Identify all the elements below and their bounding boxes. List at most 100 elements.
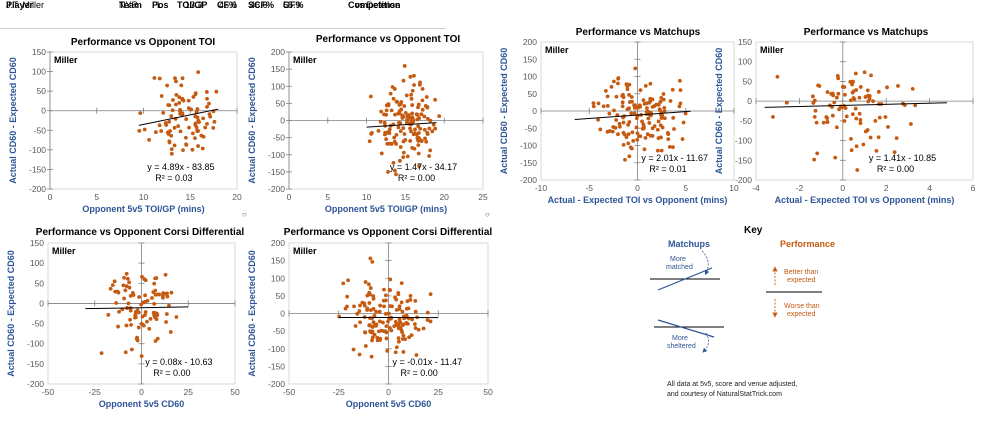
data-point [416,105,420,110]
data-point [106,312,111,317]
data-point [196,70,201,75]
data-point [413,309,418,314]
y-tick-label: 100 [523,72,537,82]
data-point [418,80,422,85]
data-point [379,151,384,156]
trend-equation: y = 1.41x - 10.85 [869,153,936,163]
data-point [622,132,627,137]
data-point [120,307,125,312]
data-point [207,101,211,106]
data-point [366,282,371,287]
data-point [622,114,627,119]
data-point [164,123,169,127]
data-point [638,88,643,93]
data-point [384,103,389,108]
data-point [387,288,392,292]
data-point [853,106,858,111]
data-point [616,132,620,137]
x-tick-label: -25 [89,387,102,397]
data-point [621,120,626,125]
data-point [345,294,350,299]
data-point [624,135,629,140]
data-point [419,139,424,143]
data-point [650,133,655,138]
data-point [371,320,376,325]
data-point [416,327,421,332]
footnote-line1: All data at 5v5, score and venue adjuste… [667,381,798,388]
data-point [128,293,133,298]
chart-title: Performance vs Matchups [576,27,701,38]
data-point [173,102,178,107]
data-point [384,330,389,335]
data-point [658,100,663,104]
data-point [843,92,847,97]
data-point [883,115,888,119]
data-point [122,275,127,280]
y-tick-label: -150 [735,155,752,165]
data-point [409,129,413,134]
data-point [153,312,158,317]
data-point [155,311,159,316]
data-point [343,306,348,311]
y-tick-label: -50 [32,319,45,329]
y-tick-label: -150 [268,361,285,371]
data-point [874,148,879,153]
data-point [368,316,372,321]
data-point [207,112,212,116]
data-point [652,104,657,108]
y-tick-label: -150 [27,359,44,369]
data-point [659,110,664,115]
data-point [408,293,413,298]
data-point [193,91,198,95]
data-point [108,286,113,291]
y-tick-label: 0 [280,309,285,319]
data-point [605,129,610,134]
data-point [428,292,433,297]
data-point [852,97,857,102]
data-point [114,301,119,305]
data-point [153,315,157,320]
data-point [379,109,384,114]
y-tick-label: -100 [27,339,44,349]
data-point [385,141,390,146]
data-point [670,87,675,92]
value-cf: 46.0 [219,0,237,10]
player-label: Miller [52,246,76,256]
data-point [844,114,849,119]
data-point [828,103,832,108]
data-point [647,112,652,117]
x-tick-label: 20 [232,192,242,202]
data-point [627,106,632,111]
data-point [614,94,619,99]
data-point [857,111,862,116]
data-point [374,309,378,314]
data-point [141,300,146,305]
data-point [195,107,200,111]
data-point [148,316,153,321]
x-tick-label: -2 [796,183,804,193]
data-point [363,280,368,284]
data-point [894,136,899,140]
x-tick-label: 15 [186,192,196,202]
y-tick-label: -200 [29,184,46,194]
data-point [154,130,158,135]
data-point [128,308,133,313]
y-tick-label: -100 [29,145,46,155]
data-point [154,317,159,322]
data-point [386,103,391,108]
data-point [397,103,402,107]
trend-line [764,102,947,108]
data-point [662,116,667,121]
data-point [381,329,386,334]
data-point [400,116,405,120]
data-point [193,121,198,126]
data-point [155,292,160,297]
data-point [886,124,890,129]
data-point [397,317,402,322]
data-point [143,299,147,304]
data-point [850,112,855,117]
data-point [637,103,642,108]
data-point [389,142,394,146]
data-point [423,104,428,108]
y-tick-label: -100 [520,141,537,151]
